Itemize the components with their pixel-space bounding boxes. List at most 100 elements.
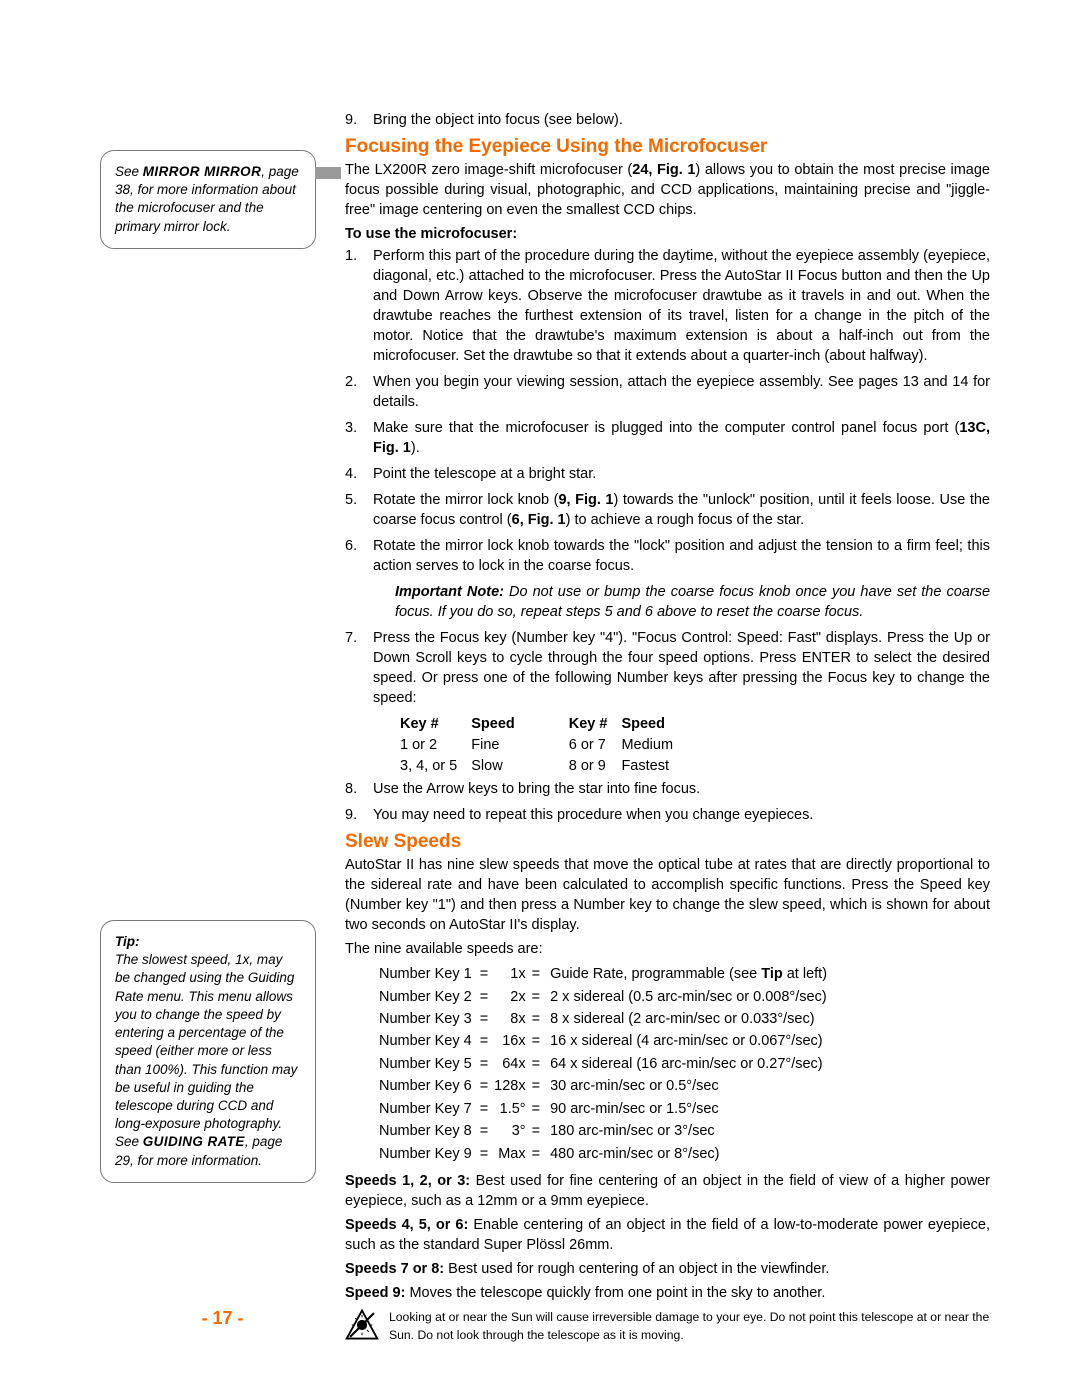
slew-mult: 1.5° bbox=[490, 1098, 527, 1120]
cell: 1 or 2 bbox=[400, 735, 471, 756]
slew-desc: 64 x sidereal (16 arc-min/sec or 0.27°/s… bbox=[542, 1053, 831, 1075]
focus-step-1: 1. Perform this part of the procedure dur… bbox=[345, 246, 990, 366]
slew-row: Number Key 3=8x=8 x sidereal (2 arc-min/… bbox=[375, 1008, 831, 1030]
to-use-label: To use the microfocuser: bbox=[345, 226, 990, 242]
focus-steps: 1. Perform this part of the procedure dur… bbox=[345, 246, 990, 576]
slew-eq: = bbox=[476, 1008, 490, 1030]
slew-key: Number Key 9 bbox=[375, 1143, 476, 1165]
cell: Slow bbox=[471, 756, 529, 777]
th-speed2: Speed bbox=[621, 714, 687, 735]
slew-row: Number Key 5=64x=64 x sidereal (16 arc-m… bbox=[375, 1053, 831, 1075]
main-content: 9. Bring the object into focus (see belo… bbox=[345, 110, 990, 1303]
slew-mult: 128x bbox=[490, 1075, 527, 1097]
focus-step-4: 4. Point the telescope at a bright star. bbox=[345, 464, 990, 484]
important-note: Important Note: Do not use or bump the c… bbox=[345, 582, 990, 622]
slew-key: Number Key 1 bbox=[375, 963, 476, 985]
slew-desc: 2 x sidereal (0.5 arc-min/sec or 0.008°/… bbox=[542, 986, 831, 1008]
step-text: Point the telescope at a bright star. bbox=[373, 466, 596, 482]
step-number: 2. bbox=[345, 372, 357, 392]
slew-desc: 16 x sidereal (4 arc-min/sec or 0.067°/s… bbox=[542, 1030, 831, 1052]
cell: Fine bbox=[471, 735, 529, 756]
cell: Fastest bbox=[621, 756, 687, 777]
step-number: 9. bbox=[345, 110, 357, 130]
cell: 6 or 7 bbox=[529, 735, 622, 756]
th-speed1: Speed bbox=[471, 714, 529, 735]
slew-desc: Guide Rate, programmable (see Tip at lef… bbox=[542, 963, 831, 985]
slew-mult: Max bbox=[490, 1143, 527, 1165]
slew-desc: 180 arc-min/sec or 3°/sec bbox=[542, 1120, 831, 1142]
sidebar-note-mirror: See MIRROR MIRROR, page 38, for more inf… bbox=[100, 150, 316, 249]
focus-steps-end: 8.Use the Arrow keys to bring the star i… bbox=[345, 779, 990, 825]
slew-eq2: = bbox=[528, 1075, 542, 1097]
speed-note-label: Speed 9: bbox=[345, 1285, 405, 1301]
intro-step-9: 9. Bring the object into focus (see belo… bbox=[345, 110, 990, 130]
step-text: Perform this part of the procedure durin… bbox=[373, 248, 990, 364]
speed-note: Speeds 4, 5, or 6: Enable centering of a… bbox=[345, 1215, 990, 1255]
step-number: 1. bbox=[345, 246, 357, 266]
slew-row: Number Key 2=2x=2 x sidereal (0.5 arc-mi… bbox=[375, 986, 831, 1008]
slew-desc: 480 arc-min/sec or 8°/sec) bbox=[542, 1143, 831, 1165]
speed-note-label: Speeds 4, 5, or 6: bbox=[345, 1217, 468, 1233]
slew-mult: 8x bbox=[490, 1008, 527, 1030]
slew-row: Number Key 7=1.5°=90 arc-min/sec or 1.5°… bbox=[375, 1098, 831, 1120]
th-key1: Key # bbox=[400, 714, 471, 735]
focus-speed-table: Key # Speed Key # Speed 1 or 2 Fine 6 or… bbox=[400, 714, 990, 777]
cell: Medium bbox=[621, 735, 687, 756]
slew-row: Number Key 4=16x=16 x sidereal (4 arc-mi… bbox=[375, 1030, 831, 1052]
slew-mult: 2x bbox=[490, 986, 527, 1008]
step-text: Rotate the mirror lock knob towards the … bbox=[373, 538, 990, 574]
speed-note-label: Speeds 7 or 8: bbox=[345, 1261, 444, 1277]
step-number: 5. bbox=[345, 490, 357, 510]
focus-step-7: 7.Press the Focus key (Number key "4"). … bbox=[345, 628, 990, 708]
step-number: 8. bbox=[345, 779, 357, 799]
slew-row: Number Key 8=3°=180 arc-min/sec or 3°/se… bbox=[375, 1120, 831, 1142]
intro-step-list: 9. Bring the object into focus (see belo… bbox=[345, 110, 990, 130]
step-text: Make sure that the microfocuser is plugg… bbox=[373, 420, 990, 456]
slew-eq: = bbox=[476, 1075, 490, 1097]
step-number: 7. bbox=[345, 628, 357, 648]
slew-eq: = bbox=[476, 1143, 490, 1165]
step-number: 3. bbox=[345, 418, 357, 438]
slew-desc: 90 arc-min/sec or 1.5°/sec bbox=[542, 1098, 831, 1120]
th-key2: Key # bbox=[529, 714, 622, 735]
speed-note: Speeds 7 or 8: Best used for rough cente… bbox=[345, 1259, 990, 1279]
step-text: Bring the object into focus (see below). bbox=[373, 112, 623, 128]
slew-mult: 1x bbox=[490, 963, 527, 985]
cell: 8 or 9 bbox=[529, 756, 622, 777]
step-number: 9. bbox=[345, 805, 357, 825]
speed-note-label: Speeds 1, 2, or 3: bbox=[345, 1173, 470, 1189]
slew-eq2: = bbox=[528, 986, 542, 1008]
slew-eq: = bbox=[476, 1120, 490, 1142]
slew-eq2: = bbox=[528, 1120, 542, 1142]
step-number: 4. bbox=[345, 464, 357, 484]
slew-eq2: = bbox=[528, 1030, 542, 1052]
sidebar1-pre: See bbox=[115, 164, 143, 179]
slew-eq: = bbox=[476, 963, 490, 985]
page-footer: - 17 - Looking at or near the Sun will bbox=[100, 1308, 990, 1347]
page-number: - 17 - bbox=[100, 1308, 345, 1329]
speed-note-text: Best used for rough centering of an obje… bbox=[444, 1261, 829, 1277]
focusing-intro: The LX200R zero image-shift microfocuser… bbox=[345, 160, 990, 220]
step-text: You may need to repeat this procedure wh… bbox=[373, 807, 813, 823]
slew-eq: = bbox=[476, 1030, 490, 1052]
focus-step-9: 9. You may need to repeat this procedure … bbox=[345, 805, 990, 825]
slew-mult: 3° bbox=[490, 1120, 527, 1142]
warning-icon bbox=[345, 1308, 379, 1347]
slew-key: Number Key 6 bbox=[375, 1075, 476, 1097]
slew-key: Number Key 8 bbox=[375, 1120, 476, 1142]
slew-eq2: = bbox=[528, 1143, 542, 1165]
slew-key: Number Key 3 bbox=[375, 1008, 476, 1030]
sidebar-tab bbox=[315, 167, 341, 179]
heading-slew: Slew Speeds bbox=[345, 831, 990, 853]
slew-key: Number Key 4 bbox=[375, 1030, 476, 1052]
step-number: 6. bbox=[345, 536, 357, 556]
slew-key: Number Key 2 bbox=[375, 986, 476, 1008]
slew-eq2: = bbox=[528, 1098, 542, 1120]
slew-eq2: = bbox=[528, 963, 542, 985]
speed-note: Speeds 1, 2, or 3: Best used for fine ce… bbox=[345, 1171, 990, 1211]
slew-desc: 30 arc-min/sec or 0.5°/sec bbox=[542, 1075, 831, 1097]
slew-eq: = bbox=[476, 1053, 490, 1075]
note-label: Important Note: bbox=[395, 584, 504, 600]
slew-eq: = bbox=[476, 1098, 490, 1120]
heading-focusing: Focusing the Eyepiece Using the Microfoc… bbox=[345, 136, 990, 158]
